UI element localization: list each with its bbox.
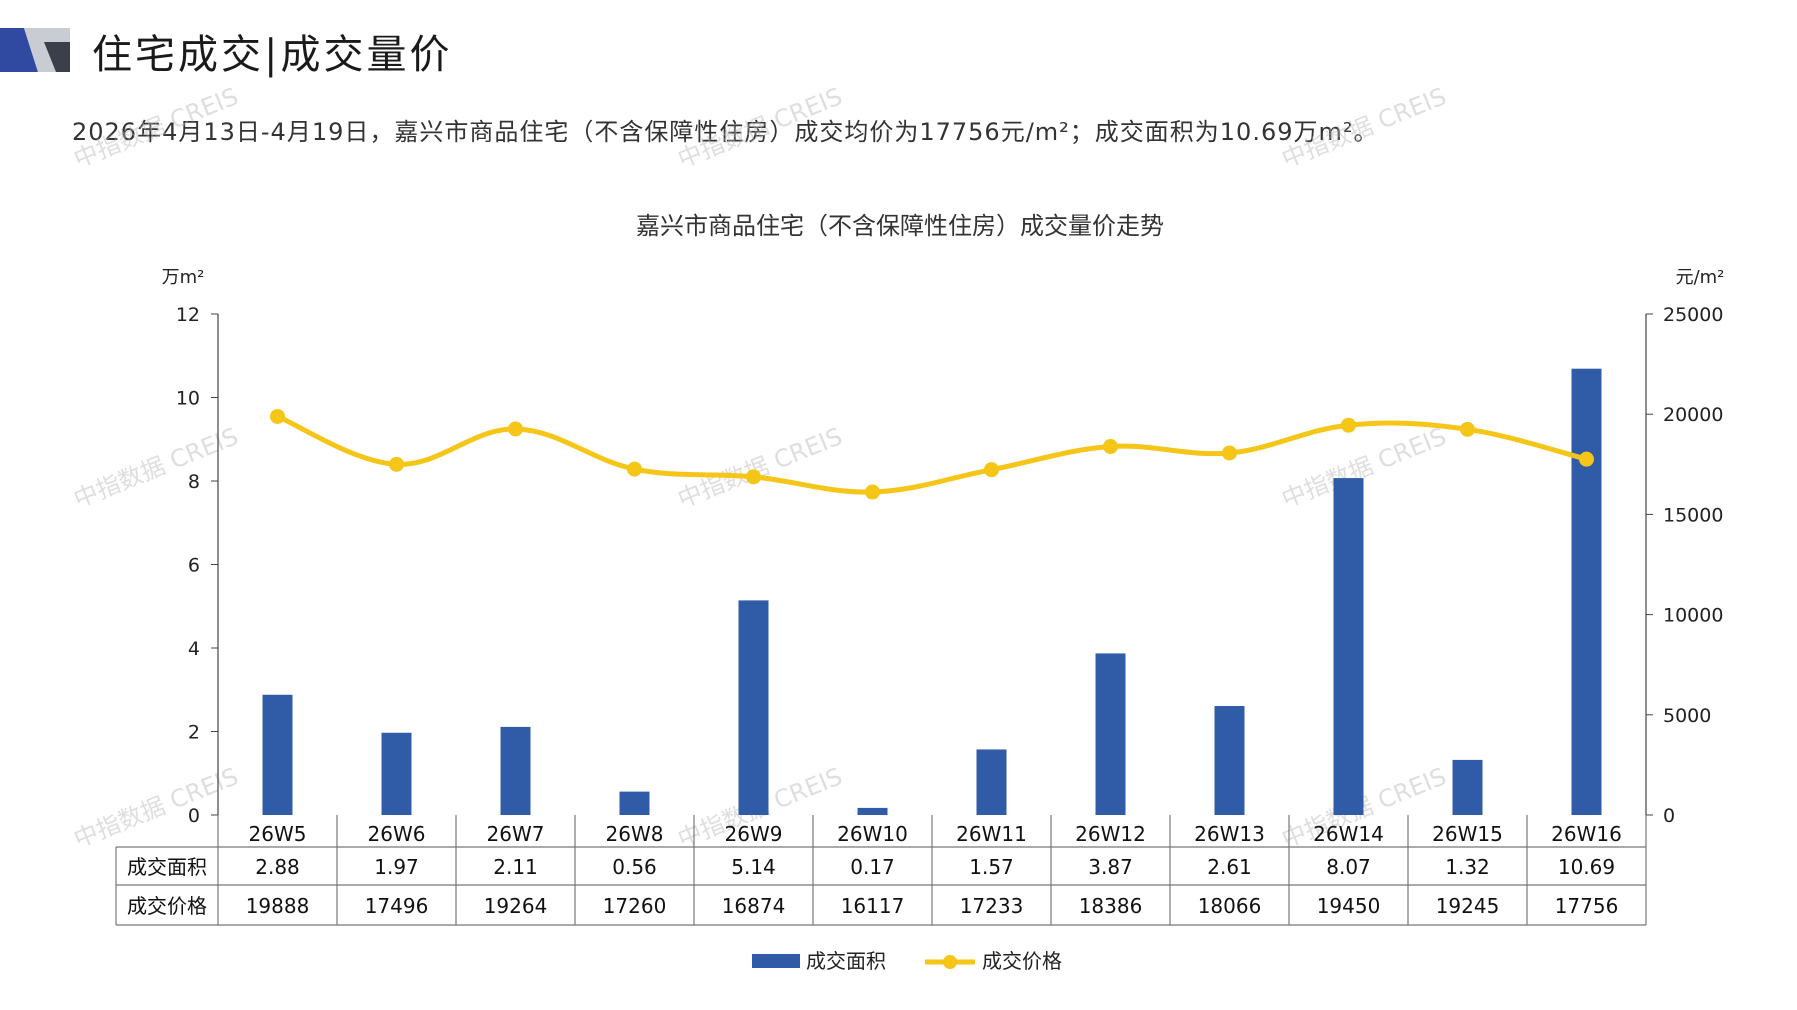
category-label: 26W14 — [1313, 822, 1384, 846]
right-tick-label: 10000 — [1663, 605, 1723, 627]
bar-26W11 — [976, 749, 1007, 815]
price-point-26W7 — [508, 421, 523, 437]
watermark-text: 中指数据 CREIS — [1278, 422, 1450, 513]
category-label: 26W15 — [1432, 822, 1503, 846]
price-value-label: 19888 — [246, 894, 310, 918]
area-value-label: 1.57 — [969, 855, 1014, 879]
price-value-label: 17496 — [365, 894, 429, 918]
price-value-label: 18066 — [1198, 894, 1262, 918]
bar-26W14 — [1333, 478, 1364, 815]
price-series-line — [275, 413, 1589, 495]
area-value-label: 0.56 — [612, 855, 657, 879]
right-tick-label: 15000 — [1663, 504, 1723, 526]
bar-26W16 — [1571, 368, 1602, 815]
area-value-label: 2.61 — [1207, 855, 1252, 879]
price-value-label: 19450 — [1317, 894, 1381, 918]
watermark-text: 中指数据 CREIS — [674, 422, 846, 513]
legend-label-price: 成交价格 — [982, 949, 1062, 973]
bar-26W9 — [738, 600, 769, 815]
category-label: 26W5 — [249, 822, 307, 846]
price-point-26W14 — [1341, 417, 1356, 433]
area-value-label: 0.17 — [850, 855, 895, 879]
area-value-label: 1.97 — [374, 855, 419, 879]
chart-title: 嘉兴市商品住宅（不含保障性住房）成交量价走势 — [636, 212, 1164, 240]
legend-swatch-area — [752, 954, 800, 968]
left-tick-label: 8 — [188, 471, 200, 493]
price-point-26W12 — [1103, 439, 1118, 455]
watermark-layer: 中指数据 CREIS 中指数据 CREIS 中指数据 CREIS 中指数据 CREIS… — [70, 82, 1450, 853]
left-tick-label: 12 — [176, 304, 200, 326]
price-value-label: 17233 — [960, 894, 1024, 918]
watermark-text: 中指数据 CREIS — [1278, 762, 1450, 853]
left-tick-label: 4 — [188, 638, 200, 660]
price-point-26W6 — [389, 456, 404, 472]
price-point-26W11 — [984, 462, 999, 478]
watermark-text: 中指数据 CREIS — [674, 762, 846, 853]
area-value-label: 8.07 — [1326, 855, 1371, 879]
price-value-label: 17756 — [1555, 894, 1619, 918]
price-point-26W5 — [270, 408, 285, 424]
price-value-label: 17260 — [603, 894, 667, 918]
legend-label-area: 成交面积 — [806, 949, 886, 973]
bar-26W5 — [262, 694, 293, 815]
left-tick-label: 6 — [188, 555, 200, 577]
right-axis-unit: 元/m² — [1676, 267, 1725, 288]
bar-26W13 — [1214, 706, 1245, 815]
price-value-label: 16117 — [841, 894, 905, 918]
summary-text: 2026年4月13日-4月19日，嘉兴市商品住宅（不含保障性住房）成交均价为17… — [72, 118, 1379, 146]
bar-26W7 — [500, 726, 531, 815]
category-label: 26W7 — [487, 822, 545, 846]
area-value-label: 1.32 — [1445, 855, 1490, 879]
watermark-text: 中指数据 CREIS — [70, 762, 242, 853]
area-value-label: 3.87 — [1088, 855, 1133, 879]
category-label: 26W12 — [1075, 822, 1146, 846]
watermark-text: 中指数据 CREIS — [70, 422, 242, 513]
legend-marker-price — [943, 955, 957, 969]
category-label: 26W9 — [725, 822, 783, 846]
brand-logo-icon — [0, 28, 70, 72]
price-point-26W16 — [1579, 451, 1594, 467]
price-point-26W9 — [746, 469, 761, 485]
category-label: 26W16 — [1551, 822, 1622, 846]
price-point-26W8 — [627, 461, 642, 477]
price-value-label: 19264 — [484, 894, 548, 918]
category-label: 26W8 — [606, 822, 664, 846]
price-point-26W15 — [1460, 421, 1475, 437]
area-value-label: 5.14 — [731, 855, 776, 879]
left-tick-label: 10 — [176, 388, 200, 410]
page-title: 住宅成交|成交量价 — [92, 32, 453, 78]
price-point-26W10 — [865, 484, 880, 500]
row-header-price: 成交价格 — [127, 894, 207, 918]
bar-26W12 — [1095, 653, 1126, 815]
bar-26W15 — [1452, 759, 1483, 815]
bar-26W10 — [857, 807, 888, 815]
category-label: 26W13 — [1194, 822, 1265, 846]
area-value-label: 10.69 — [1558, 855, 1615, 879]
category-label: 26W6 — [368, 822, 426, 846]
price-point-26W13 — [1222, 445, 1237, 461]
category-label: 26W10 — [837, 822, 908, 846]
bar-26W6 — [381, 732, 412, 815]
area-value-label: 2.88 — [255, 855, 300, 879]
bar-26W8 — [619, 791, 650, 815]
price-value-label: 18386 — [1079, 894, 1143, 918]
right-tick-label: 25000 — [1663, 304, 1723, 326]
page-header: 住宅成交|成交量价 — [0, 20, 900, 80]
area-value-label: 2.11 — [493, 855, 538, 879]
left-axis-unit: 万m² — [162, 267, 205, 288]
right-tick-label: 0 — [1663, 805, 1675, 827]
row-header-area: 成交面积 — [127, 855, 207, 879]
right-tick-label: 20000 — [1663, 404, 1723, 426]
right-tick-label: 5000 — [1663, 705, 1711, 727]
price-value-label: 19245 — [1436, 894, 1500, 918]
left-tick-label: 2 — [188, 722, 200, 744]
left-tick-label: 0 — [188, 805, 200, 827]
price-value-label: 16874 — [722, 894, 786, 918]
category-label: 26W11 — [956, 822, 1027, 846]
